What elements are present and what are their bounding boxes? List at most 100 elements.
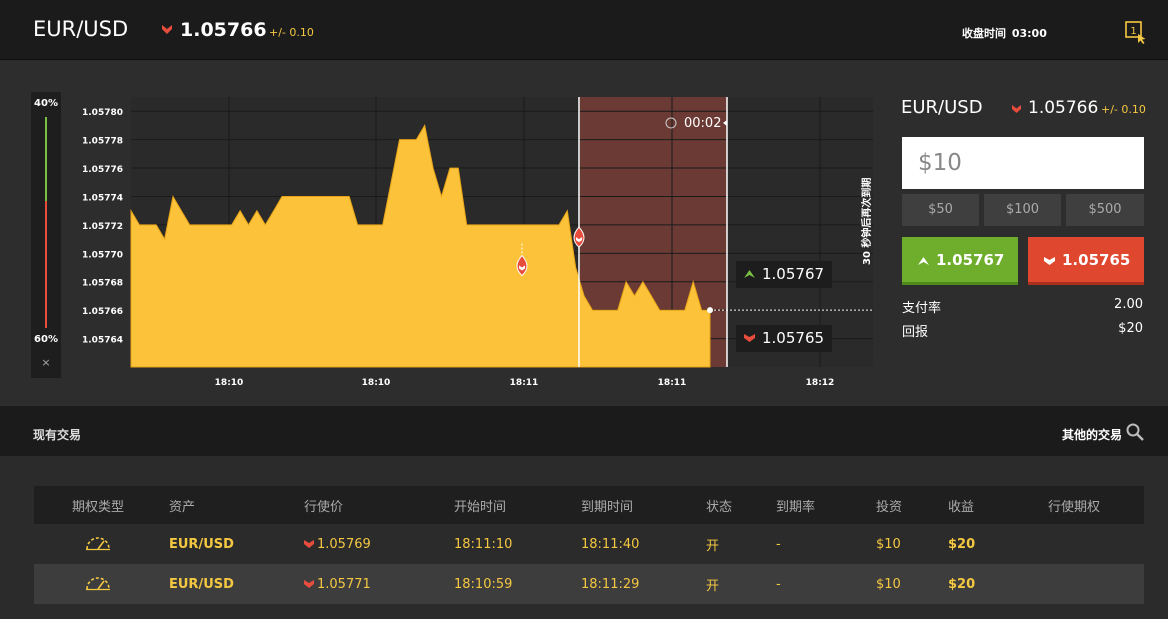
trade-asset: EUR/USD — [169, 524, 304, 564]
trade-status: 开 — [706, 564, 776, 604]
y-tick-label: 1.05764 — [82, 336, 123, 346]
trades-table: 期权类型 资产 行使价 开始时间 到期时间 状态 到期率 投资 收益 行使期权 — [34, 486, 1144, 604]
one-click-icon[interactable]: 1 — [1123, 19, 1149, 45]
col-investment: 投资 — [876, 486, 948, 524]
closing-time: 收盘时间 03:00 — [962, 25, 1047, 41]
y-tick-label: 1.05774 — [82, 193, 123, 203]
y-tick-label: 1.05780 — [82, 108, 123, 118]
current-trades-title: 现有交易 — [33, 428, 82, 442]
trade-investment: $10 — [876, 564, 948, 604]
y-tick-label: 1.05766 — [82, 307, 123, 317]
panel-price: 1.05766 — [1028, 98, 1099, 118]
col-expiry-rate: 到期率 — [776, 486, 876, 524]
price-chart[interactable]: 00:02 1.05780 1.05778 1.05776 1.05774 1.05772… — [70, 87, 880, 387]
other-trades-link[interactable]: 其他的交易 — [1062, 428, 1123, 442]
trade-marker-arrow — [519, 265, 525, 271]
down-arrow-icon — [744, 334, 755, 342]
trade-start-time: 18:10:59 — [454, 564, 581, 604]
down-arrow-icon — [1044, 257, 1055, 265]
down-arrow-icon — [304, 579, 314, 588]
closing-time-label: 收盘时间 — [962, 27, 1006, 40]
trade-status: 开 — [706, 524, 776, 564]
trades-header: 现有交易 其他的交易 — [0, 406, 1168, 456]
up-arrow-icon — [744, 270, 755, 278]
x-tick-label: 18:10 — [215, 378, 244, 387]
payout-label: 支付率 — [902, 301, 942, 316]
top-bar: EUR/USD 1.05766 +/- 0.10 收盘时间 03:00 1 — [0, 0, 1168, 60]
y-tick-label: 1.05778 — [82, 137, 123, 147]
trade-marker-arrow — [576, 237, 582, 243]
y-tick-label: 1.05768 — [82, 279, 123, 289]
trade-expiry-rate: - — [776, 564, 876, 604]
return-label: 回报 — [902, 325, 929, 340]
close-icon[interactable]: × — [41, 356, 51, 369]
x-tick-label: 18:12 — [806, 378, 835, 387]
trade-expiry-time: 18:11:40 — [581, 524, 706, 564]
current-price-dot — [707, 307, 713, 314]
put-tag-value: 1.05765 — [762, 329, 825, 347]
speedometer-icon — [86, 537, 110, 551]
trade-profit: $20 — [948, 524, 1048, 564]
panel-change: +/- 0.10 — [1101, 103, 1146, 116]
put-sentiment-bar — [45, 201, 47, 328]
trade-expiry-rate: - — [776, 524, 876, 564]
y-tick-label: 1.05770 — [82, 250, 123, 260]
x-tick-label: 18:11 — [658, 378, 687, 387]
quick-amount-100[interactable]: $100 — [984, 194, 1061, 226]
call-sentiment-bar — [45, 117, 47, 201]
chart-area: 40% 60% × 00:02 1.05780 1.05778 1.05776 1.05… — [0, 61, 1168, 406]
call-price-tag: 1.05767 — [736, 261, 832, 288]
trade-strike: 1.05769 — [304, 524, 454, 564]
trade-marker — [516, 254, 528, 277]
down-arrow-icon — [1012, 105, 1021, 113]
closing-time-value: 03:00 — [1011, 27, 1047, 40]
trades-section: 期权类型 资产 行使价 开始时间 到期时间 状态 到期率 投资 收益 行使期权 — [0, 456, 1168, 619]
call-button[interactable]: 1.05767 — [902, 237, 1018, 285]
col-expiry-time: 到期时间 — [581, 486, 706, 524]
trade-exercise — [1048, 524, 1144, 564]
asset-change: +/- 0.10 — [269, 26, 314, 39]
call-tag-value: 1.05767 — [762, 265, 825, 283]
payout-value: 2.00 — [1114, 297, 1143, 312]
svg-text:1: 1 — [1130, 26, 1136, 37]
put-price-tag: 1.05765 — [736, 325, 832, 352]
col-profit: 收益 — [948, 486, 1048, 524]
trade-profit: $20 — [948, 564, 1048, 604]
panel-asset-symbol: EUR/USD — [901, 97, 983, 118]
trade-exercise — [1048, 564, 1144, 604]
countdown-timer: 00:02 — [684, 116, 721, 131]
put-button[interactable]: 1.05765 — [1028, 237, 1144, 285]
trade-marker — [573, 226, 585, 248]
col-asset: 资产 — [169, 486, 304, 524]
asset-price: 1.05766 — [180, 19, 267, 41]
y-tick-label: 1.05772 — [82, 222, 123, 232]
col-status: 状态 — [706, 486, 776, 524]
down-arrow-icon — [304, 539, 314, 548]
trade-strike-value: 1.05769 — [317, 536, 371, 552]
trade-investment: $10 — [876, 524, 948, 564]
call-sentiment: 40% — [34, 98, 58, 109]
down-arrow-icon — [162, 25, 172, 34]
put-button-price: 1.05765 — [1062, 251, 1131, 269]
return-value: $20 — [1118, 321, 1143, 336]
price-area — [130, 124, 711, 368]
call-button-price: 1.05767 — [936, 251, 1005, 269]
col-start-time: 开始时间 — [454, 486, 581, 524]
table-row[interactable]: EUR/USD 1.05771 18:10:59 18:11:29 开 - $1… — [34, 564, 1144, 604]
trade-asset: EUR/USD — [169, 564, 304, 604]
investment-amount-input[interactable] — [902, 137, 1144, 189]
x-tick-label: 18:11 — [510, 378, 539, 387]
put-sentiment: 60% — [34, 334, 58, 345]
table-row[interactable]: EUR/USD 1.05769 18:11:10 18:11:40 开 - $1… — [34, 524, 1144, 564]
trade-expiry-time: 18:11:29 — [581, 564, 706, 604]
asset-symbol[interactable]: EUR/USD — [33, 17, 129, 41]
speedometer-icon — [86, 577, 110, 591]
col-strike: 行使价 — [304, 486, 454, 524]
trade-strike: 1.05771 — [304, 564, 454, 604]
trade-strike-value: 1.05771 — [317, 576, 371, 592]
search-icon[interactable] — [1126, 423, 1144, 441]
trade-start-time: 18:11:10 — [454, 524, 581, 564]
quick-amount-500[interactable]: $500 — [1066, 194, 1144, 226]
quick-amount-50[interactable]: $50 — [902, 194, 979, 226]
up-arrow-icon — [918, 257, 929, 265]
